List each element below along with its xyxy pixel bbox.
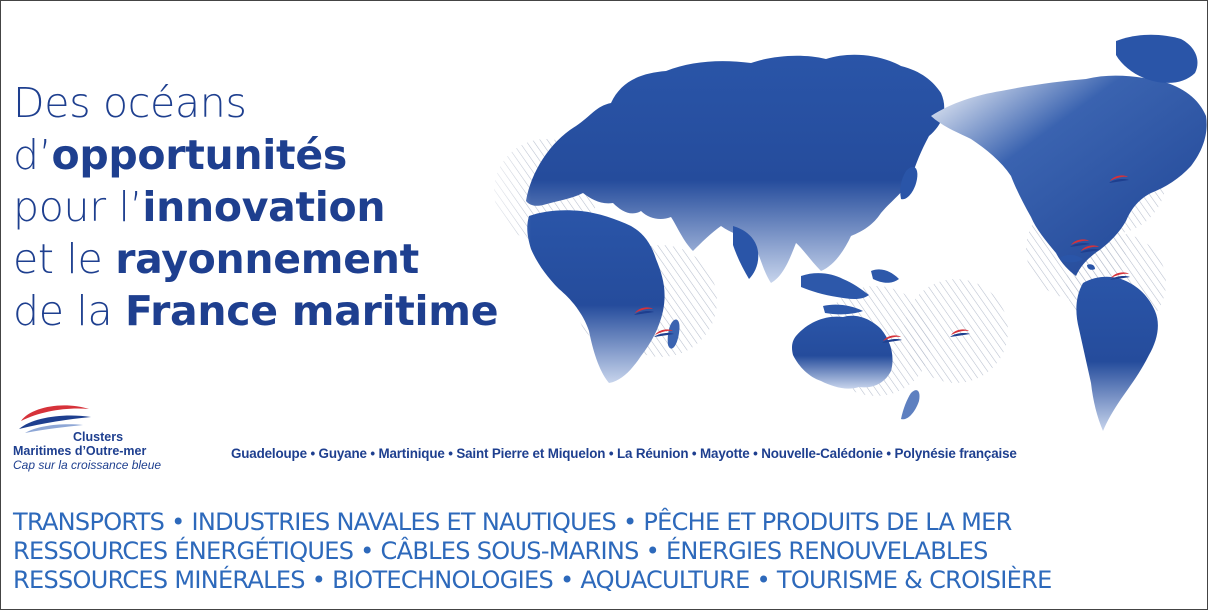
- headline-line-4: et le rayonnement: [13, 235, 419, 283]
- caribbean-shape: [1061, 254, 1095, 270]
- japan-shape: [900, 166, 918, 200]
- eurasia-shape: [526, 54, 945, 284]
- greenland-shape: [1116, 34, 1198, 83]
- new-zealand-shape: [901, 390, 920, 420]
- sea-islands-shape: [801, 269, 899, 315]
- logo-title-line-2: Maritimes d’Outre-mer: [13, 444, 147, 458]
- world-map-icon: [471, 21, 1207, 431]
- headline: Des océans d’opportunités pour l’innovat…: [13, 77, 499, 337]
- australia-shape: [792, 315, 893, 389]
- headline-line-1: Des océans: [13, 79, 247, 127]
- south-america-shape: [1076, 276, 1158, 431]
- headline-line-3: pour l’innovation: [13, 183, 386, 231]
- headline-line-5: de la France maritime: [13, 287, 499, 335]
- logo-title: Clusters Maritimes d’Outre-mer: [13, 430, 146, 458]
- territories-list: Guadeloupe • Guyane • Martinique • Saint…: [231, 446, 1017, 461]
- logo-tagline: Cap sur la croissance bleue: [13, 458, 162, 472]
- territory-markers: [634, 175, 1130, 343]
- north-america-shape: [931, 75, 1207, 276]
- headline-line-2: d’opportunités: [13, 131, 347, 179]
- india-shape: [733, 226, 759, 279]
- sectors-list: TRANSPORTS • INDUSTRIES NAVALES ET NAUTI…: [13, 508, 1203, 595]
- swoosh-logo-icon: [19, 405, 91, 433]
- sectors-line-1: TRANSPORTS • INDUSTRIES NAVALES ET NAUTI…: [13, 508, 1012, 536]
- clusters-logo: Clusters Maritimes d’Outre-mer Cap sur l…: [13, 399, 213, 479]
- logo-title-line-1: Clusters: [73, 430, 124, 444]
- sectors-line-3: RESSOURCES MINÉRALES • BIOTECHNOLOGIES •…: [13, 566, 1052, 594]
- sectors-line-2: RESSOURCES ÉNERGÉTIQUES • CÂBLES SOUS-MA…: [13, 537, 988, 565]
